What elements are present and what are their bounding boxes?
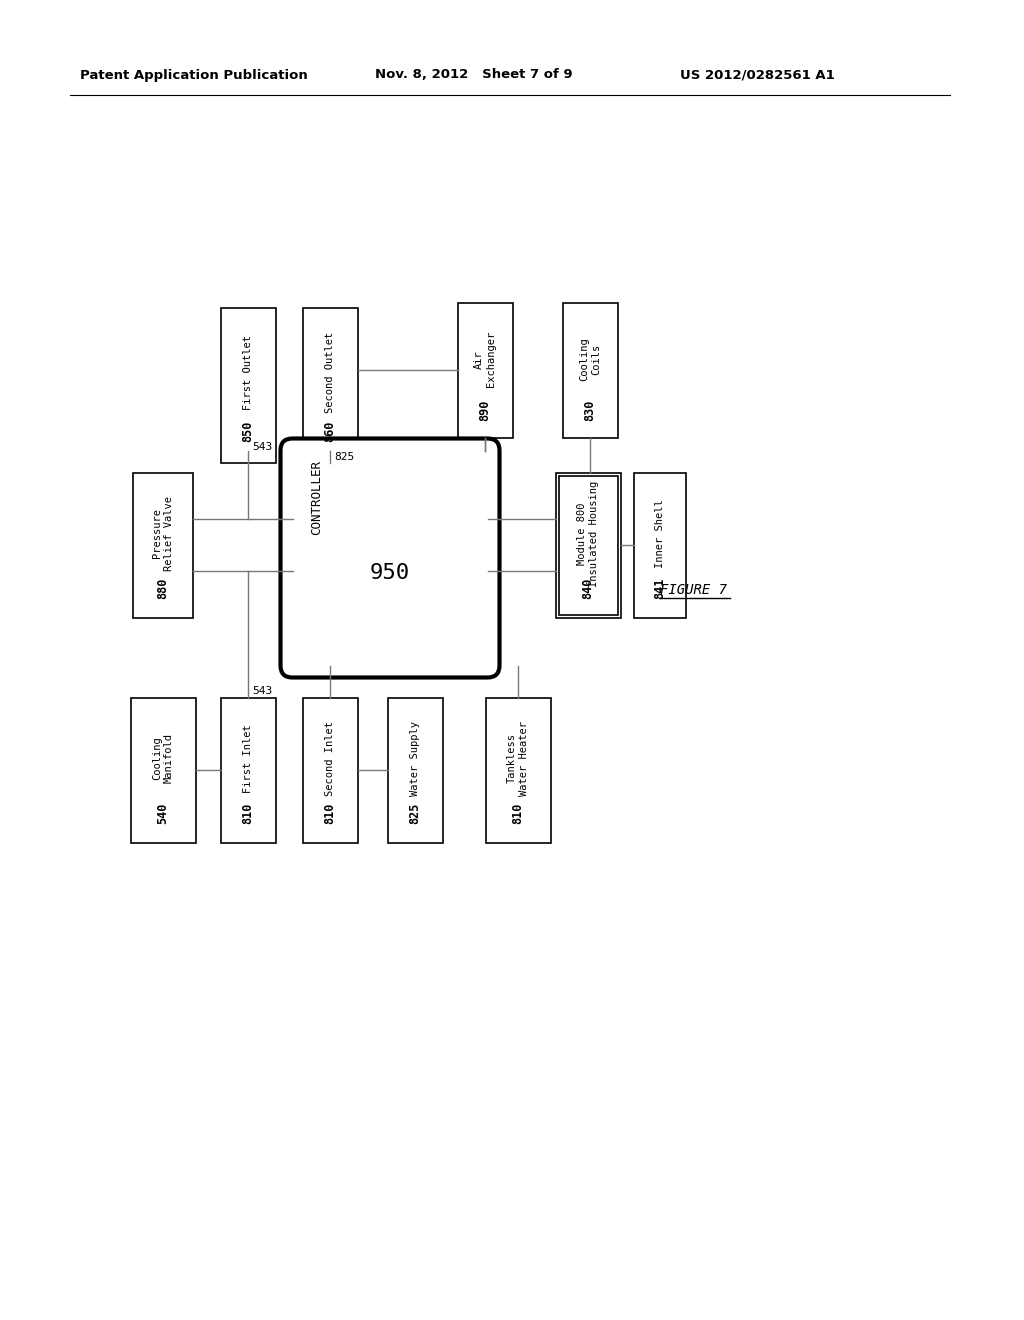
Bar	[485, 697, 551, 842]
Text: Cooling
Manifold: Cooling Manifold	[153, 734, 174, 783]
Text: Nov. 8, 2012   Sheet 7 of 9: Nov. 8, 2012 Sheet 7 of 9	[375, 69, 572, 82]
Text: Second Inlet: Second Inlet	[325, 721, 335, 796]
Text: 825: 825	[409, 803, 422, 824]
Text: Patent Application Publication: Patent Application Publication	[80, 69, 308, 82]
Text: 543: 543	[252, 441, 272, 451]
Text: 830: 830	[584, 400, 597, 421]
Text: Second Outlet: Second Outlet	[325, 331, 335, 413]
Text: 950: 950	[370, 564, 410, 583]
Text: 543: 543	[252, 686, 272, 697]
Text: 540: 540	[157, 803, 170, 824]
Bar	[387, 697, 442, 842]
FancyBboxPatch shape	[281, 438, 500, 677]
Text: Cooling
Coils: Cooling Coils	[580, 338, 601, 381]
Text: 810: 810	[512, 803, 524, 824]
Text: FIGURE 7: FIGURE 7	[660, 583, 727, 597]
Text: Inner Shell: Inner Shell	[655, 499, 665, 568]
Text: 841: 841	[653, 578, 667, 599]
Text: First Outlet: First Outlet	[243, 335, 253, 411]
Text: 860: 860	[324, 421, 337, 442]
Bar	[220, 308, 275, 462]
Text: Water Supply: Water Supply	[410, 721, 420, 796]
Text: 890: 890	[478, 400, 492, 421]
Text: 810: 810	[324, 803, 337, 824]
Bar	[302, 308, 357, 462]
Bar	[558, 475, 617, 615]
Text: Pressure
Relief Valve: Pressure Relief Valve	[153, 496, 174, 570]
Text: US 2012/0282561 A1: US 2012/0282561 A1	[680, 69, 835, 82]
Bar	[220, 697, 275, 842]
Text: Air
Exchanger: Air Exchanger	[474, 331, 496, 387]
Bar	[562, 302, 617, 437]
Bar	[555, 473, 621, 618]
Bar	[302, 697, 357, 842]
Text: 810: 810	[242, 803, 255, 824]
Text: Module 800
Insulated Housing: Module 800 Insulated Housing	[578, 480, 599, 586]
Text: CONTROLLER: CONTROLLER	[310, 461, 324, 536]
Text: 850: 850	[242, 421, 255, 442]
Bar	[133, 473, 193, 618]
Text: 840: 840	[582, 578, 595, 599]
Bar	[130, 697, 196, 842]
Text: 825: 825	[334, 451, 354, 462]
Bar	[458, 302, 512, 437]
Bar	[634, 473, 686, 618]
Text: Tankless
Water Heater: Tankless Water Heater	[507, 721, 528, 796]
Text: 880: 880	[157, 578, 170, 599]
Text: First Inlet: First Inlet	[243, 725, 253, 793]
